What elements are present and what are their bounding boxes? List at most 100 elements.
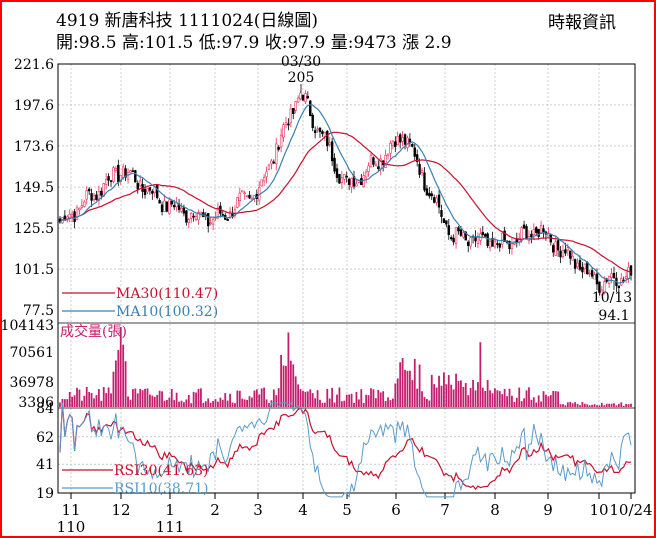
volume-bar [605, 403, 608, 407]
volume-bar [357, 399, 360, 407]
candle-body [566, 247, 570, 251]
candle-body [520, 227, 523, 241]
volume-bar [583, 403, 586, 407]
candle-body [262, 177, 266, 182]
volume-bar [447, 375, 450, 407]
x-tick-label: 6 [391, 501, 401, 519]
candle-body [95, 194, 98, 201]
volume-bar [513, 401, 516, 407]
volume-bar [486, 380, 489, 407]
candle-body [498, 243, 501, 248]
candle-body [236, 197, 239, 208]
volume-bar [175, 392, 178, 407]
candle-body [595, 273, 599, 285]
volume-bar [474, 390, 477, 407]
candle-body [415, 154, 419, 163]
volume-bar [251, 397, 253, 407]
candle-body [136, 183, 139, 190]
volume-bar [153, 396, 156, 407]
volume-bar [518, 387, 521, 407]
volume-bar [598, 405, 601, 407]
candle-body [146, 188, 149, 193]
volume-bar [134, 388, 137, 407]
candle-body [292, 108, 295, 115]
legend-ma30-label: MA30(110.47) [116, 286, 218, 302]
candle-body [569, 250, 572, 259]
volume-bar [241, 398, 244, 407]
candle-body [391, 140, 395, 146]
candle-body [406, 137, 409, 148]
volume-bar [353, 403, 355, 407]
candle-body [413, 147, 416, 157]
volume-tick-label: 70561 [9, 345, 54, 361]
volume-bar [187, 395, 190, 407]
candle-body [73, 211, 76, 223]
candle-body [194, 216, 198, 220]
volume-bar [183, 402, 185, 407]
volume-bar [545, 394, 547, 407]
volume-bar [340, 401, 343, 407]
volume-bar [593, 404, 596, 407]
volume-bar [362, 402, 365, 407]
candle-body [588, 272, 591, 275]
candle-body [216, 207, 220, 219]
volume-bar [117, 349, 120, 407]
candle-body [340, 177, 344, 183]
candle-body [386, 153, 390, 157]
candle-body [629, 265, 633, 276]
volume-bar [253, 390, 256, 407]
candle-body [617, 285, 621, 289]
volume-bar [265, 399, 268, 407]
volume-bar [304, 391, 307, 407]
volume-bar [596, 405, 598, 407]
candle-body [248, 194, 251, 199]
candle-body [301, 94, 305, 101]
candle-body [306, 95, 310, 99]
candle-body [296, 97, 300, 103]
x-tick-label: 11 [61, 501, 80, 519]
candle-body [411, 144, 414, 147]
volume-bar [331, 387, 334, 407]
volume-bar [214, 399, 217, 407]
candle-body [197, 212, 200, 221]
ma30-line [59, 131, 632, 273]
source-label: 時報資訊 [548, 13, 616, 33]
candle-body [403, 134, 407, 145]
x-tick-label: 4 [298, 501, 308, 519]
candle-body [112, 167, 115, 183]
candle-body [612, 272, 616, 279]
volume-bar [282, 365, 285, 407]
candle-body [488, 240, 492, 249]
volume-bar [173, 400, 176, 407]
volume-bar [333, 402, 336, 407]
volume-bar [192, 391, 195, 407]
candle-body [532, 229, 536, 235]
candle-body [185, 210, 188, 223]
candle-body [398, 134, 402, 143]
volume-bar [394, 383, 397, 407]
chart-title: 4919 新唐科技 1111024(日線圖) [56, 11, 319, 31]
volume-bar [608, 403, 611, 407]
volume-bar [166, 399, 168, 407]
volume-bar [170, 388, 173, 407]
annotation-peak-date: 03/30 [281, 54, 321, 70]
volume-bar [452, 389, 455, 407]
volume-bar [336, 394, 338, 407]
candle-body [207, 213, 210, 227]
candle-body [321, 131, 324, 134]
candle-body [168, 199, 171, 215]
candle-body [364, 171, 368, 178]
annotation-low-value: 94.1 [598, 308, 629, 324]
volume-bar [537, 395, 540, 407]
volume-bar [338, 387, 341, 407]
candle-body [345, 175, 348, 178]
volume-bar [411, 380, 414, 407]
volume-bar [484, 390, 487, 407]
volume-bar [528, 387, 530, 407]
candle-body [559, 250, 562, 258]
volume-bar [71, 396, 74, 407]
candle-body [328, 142, 331, 145]
candle-body [425, 188, 429, 196]
candle-body [467, 241, 470, 247]
volume-bar [306, 391, 309, 407]
